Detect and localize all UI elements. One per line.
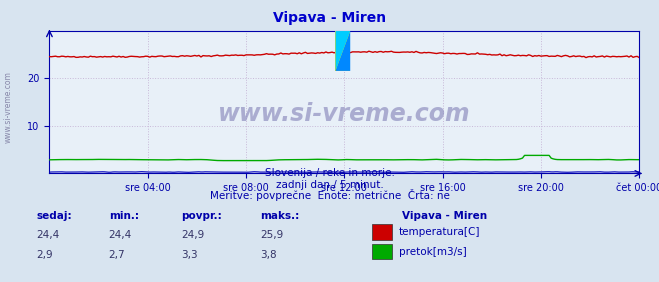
Text: 3,3: 3,3 bbox=[181, 250, 198, 260]
Text: zadnji dan / 5 minut.: zadnji dan / 5 minut. bbox=[275, 180, 384, 190]
Polygon shape bbox=[335, 31, 350, 71]
Text: 2,7: 2,7 bbox=[109, 250, 125, 260]
Text: maks.:: maks.: bbox=[260, 211, 300, 221]
Text: povpr.:: povpr.: bbox=[181, 211, 222, 221]
Polygon shape bbox=[335, 31, 350, 71]
Bar bbox=[335, 31, 350, 71]
Text: min.:: min.: bbox=[109, 211, 139, 221]
Text: 24,4: 24,4 bbox=[36, 230, 59, 240]
Text: Vipava - Miren: Vipava - Miren bbox=[402, 211, 487, 221]
Text: sedaj:: sedaj: bbox=[36, 211, 72, 221]
Text: 24,9: 24,9 bbox=[181, 230, 204, 240]
Text: 25,9: 25,9 bbox=[260, 230, 283, 240]
Text: 3,8: 3,8 bbox=[260, 250, 277, 260]
Text: Slovenija / reke in morje.: Slovenija / reke in morje. bbox=[264, 168, 395, 178]
Text: 24,4: 24,4 bbox=[109, 230, 132, 240]
Text: www.si-vreme.com: www.si-vreme.com bbox=[3, 71, 13, 143]
Text: 2,9: 2,9 bbox=[36, 250, 53, 260]
Text: temperatura[C]: temperatura[C] bbox=[399, 227, 480, 237]
Text: pretok[m3/s]: pretok[m3/s] bbox=[399, 247, 467, 257]
Text: Meritve: povprečne  Enote: metrične  Črta: ne: Meritve: povprečne Enote: metrične Črta:… bbox=[210, 189, 449, 201]
Text: www.si-vreme.com: www.si-vreme.com bbox=[218, 102, 471, 125]
Text: Vipava - Miren: Vipava - Miren bbox=[273, 11, 386, 25]
